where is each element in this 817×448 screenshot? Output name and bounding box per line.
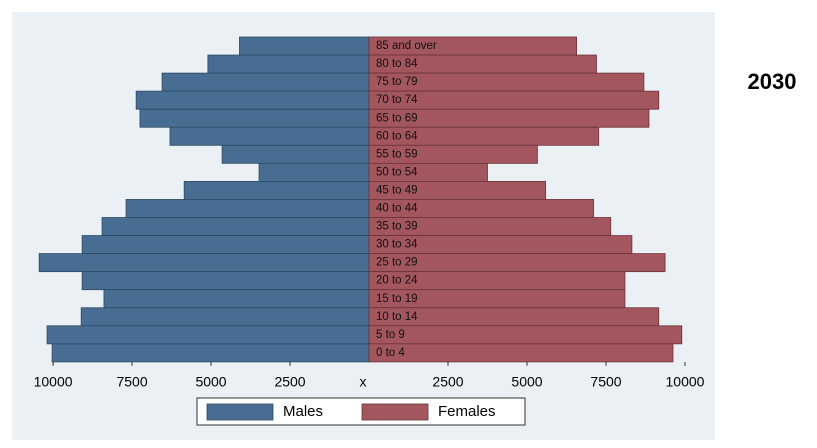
category-label: 5 to 9 xyxy=(376,329,405,341)
bar xyxy=(258,162,370,182)
bar xyxy=(101,217,370,236)
category-label: 45 to 49 xyxy=(376,184,418,196)
legend-swatch xyxy=(206,403,274,421)
x-tick-label: 10000 xyxy=(34,374,73,390)
category-label: 25 to 29 xyxy=(376,257,418,269)
center-label: x xyxy=(360,374,367,390)
bar xyxy=(221,144,370,164)
category-label: 60 to 64 xyxy=(376,130,418,142)
bar xyxy=(51,343,370,363)
x-tick-label: 7500 xyxy=(116,374,147,390)
legend-label: Females xyxy=(438,403,496,420)
category-label: 65 to 69 xyxy=(376,112,418,124)
category-label: 10 to 14 xyxy=(376,311,418,323)
bar xyxy=(80,307,370,327)
category-label: 0 to 4 xyxy=(376,347,405,359)
x-tick-label: 2500 xyxy=(274,374,305,390)
x-tick-label: 5000 xyxy=(195,374,226,390)
legend-label: Males xyxy=(283,403,323,420)
x-tick-label: 5000 xyxy=(511,374,542,390)
bar xyxy=(207,54,370,74)
bar xyxy=(46,325,370,345)
bar xyxy=(239,36,370,56)
bar xyxy=(125,199,370,218)
category-label: 85 and over xyxy=(376,40,437,52)
category-label: 70 to 74 xyxy=(376,94,418,106)
category-label: 20 to 24 xyxy=(376,275,418,287)
category-label: 55 to 59 xyxy=(376,148,418,160)
category-label: 50 to 54 xyxy=(376,166,418,178)
legend-swatch xyxy=(361,403,429,421)
bar xyxy=(368,343,674,363)
bar xyxy=(38,253,370,273)
bar xyxy=(135,90,370,110)
bar xyxy=(139,108,370,128)
bar xyxy=(161,72,370,92)
x-tick-label: 7500 xyxy=(590,374,621,390)
bar xyxy=(368,325,683,345)
x-tick-label: 2500 xyxy=(432,374,463,390)
category-label: 75 to 79 xyxy=(376,76,418,88)
category-label: 30 to 34 xyxy=(376,239,418,251)
chart-title: 2030 xyxy=(748,69,797,94)
x-tick-label: 10000 xyxy=(666,374,705,390)
bar xyxy=(81,235,370,255)
category-label: 40 to 44 xyxy=(376,203,418,215)
category-label: 15 to 19 xyxy=(376,293,418,305)
category-label: 80 to 84 xyxy=(376,58,418,70)
category-label: 35 to 39 xyxy=(376,221,418,233)
bar xyxy=(103,289,370,309)
bar xyxy=(169,126,370,146)
bar xyxy=(183,180,370,200)
bar xyxy=(81,271,370,291)
